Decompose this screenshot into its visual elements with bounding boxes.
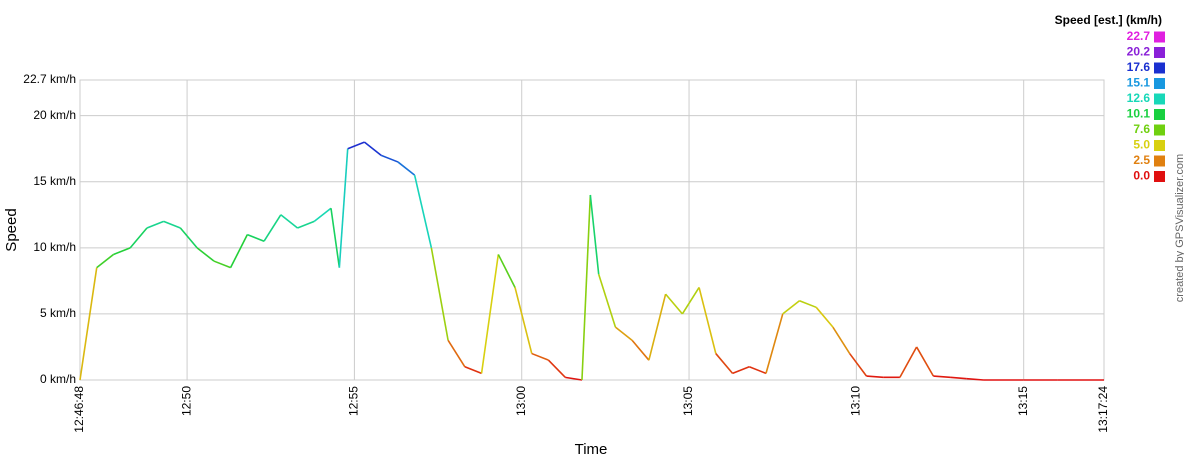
speed-line-segment [213, 260, 231, 269]
speed-line-segment [113, 247, 131, 256]
speed-line-segment [363, 141, 382, 156]
y-axis-label: Speed [3, 208, 20, 251]
speed-line-segment [698, 287, 717, 354]
speed-line-segment [597, 274, 617, 328]
speed-line-segment [247, 233, 265, 242]
legend-label: 15.1 [1127, 76, 1151, 90]
x-tick-label: 13:10 [849, 386, 863, 416]
speed-line-segment [849, 353, 868, 377]
speed-line-segment [280, 214, 299, 229]
speed-line-segment [866, 375, 884, 379]
legend-label: 7.6 [1133, 122, 1150, 136]
speed-line-segment [614, 326, 633, 341]
legend-swatch [1154, 124, 1165, 136]
speed-line-segment [96, 253, 114, 269]
speed-line-segment [966, 377, 984, 381]
speed-line-segment [782, 300, 800, 315]
speed-line-segment [397, 161, 416, 176]
speed-line-segment [531, 352, 549, 361]
legend-label: 12.6 [1127, 91, 1151, 105]
speed-line-segment [297, 220, 315, 229]
plot-area [79, 79, 1105, 381]
legend-swatch [1154, 62, 1165, 74]
y-tick-label: 0 km/h [40, 372, 76, 386]
speed-line-segment [330, 208, 341, 268]
speed-line-segment [565, 376, 583, 381]
legend-swatch [1154, 109, 1165, 120]
speed-line-segment [430, 247, 449, 341]
legend-swatch [1154, 31, 1165, 43]
speed-line-segment [480, 254, 500, 374]
x-tick-label: 13:00 [514, 386, 528, 416]
speed-line-segment [815, 306, 834, 328]
speed-line-segment [765, 313, 784, 374]
speed-line-segment [665, 293, 683, 315]
speed-line-segment [313, 207, 332, 223]
speed-line-segment [146, 220, 164, 229]
y-tick-label: 10 km/h [33, 240, 76, 254]
speed-line-segment [648, 293, 667, 361]
speed-line-segment [681, 287, 700, 315]
x-tick-label: 13:15 [1016, 386, 1030, 416]
legend-label: 5.0 [1133, 138, 1150, 152]
legend-label: 17.6 [1127, 60, 1151, 74]
speed-line-segment [347, 141, 365, 150]
speed-line-segment [179, 227, 198, 249]
speed-line-segment [589, 194, 600, 275]
legend-label: 2.5 [1133, 153, 1150, 167]
legend-swatch [1154, 93, 1165, 105]
speed-line-segment [229, 234, 249, 269]
x-tick-label: 12:46:48 [72, 386, 86, 433]
speed-line-segment [514, 287, 533, 354]
x-tick-label: 13:05 [681, 386, 695, 416]
legend-swatch [1154, 47, 1165, 58]
speed-line-segment [79, 267, 98, 381]
x-tick-label: 13:17:24 [1096, 386, 1110, 433]
speed-line-segment [631, 339, 650, 361]
speed-line-segment [263, 214, 282, 242]
speed-line-segment [547, 359, 566, 378]
speed-line-segment [581, 194, 592, 381]
y-tick-label: 5 km/h [40, 306, 76, 320]
speed-line-segment [799, 299, 817, 309]
speed-line-segment [129, 227, 148, 249]
legend-swatch [1154, 140, 1165, 151]
speed-line-segment [732, 366, 750, 375]
speed-line-segment [497, 254, 516, 288]
speed-line-segment [464, 366, 482, 375]
speed-line-segment [933, 375, 951, 379]
speed-line-segment [950, 376, 967, 380]
y-tick-label: 22.7 km/h [23, 72, 76, 86]
speed-line-segment [380, 154, 399, 163]
speed-line-segment [715, 353, 734, 374]
speed-line-segment [338, 148, 349, 268]
legend-swatch [1154, 155, 1165, 167]
speed-line-segment [163, 220, 181, 229]
legend-label: 22.7 [1127, 29, 1151, 43]
legend-label: 10.1 [1127, 107, 1151, 121]
speed-line-segment [832, 326, 851, 354]
speed-line-segment [748, 366, 767, 375]
speed-line-segment [899, 346, 918, 378]
legend-swatch [1154, 171, 1165, 182]
legend-label: 20.2 [1127, 45, 1151, 59]
legend-label: 0.0 [1133, 169, 1150, 183]
x-axis-label: Time [575, 441, 608, 458]
x-tick-label: 12:50 [179, 386, 193, 416]
y-tick-label: 20 km/h [33, 108, 76, 122]
speed-line-segment [915, 346, 935, 377]
speed-line-segment [196, 247, 215, 262]
speed-line-segment [447, 339, 466, 368]
speed-line-segment [413, 174, 433, 249]
legend-swatch [1154, 78, 1165, 89]
credit: created by GPSVisualizer.com [1174, 154, 1184, 302]
x-tick-label: 12:55 [347, 386, 361, 416]
legend-title: Speed [est.] (km/h) [1055, 13, 1162, 27]
y-tick-label: 15 km/h [33, 174, 76, 188]
